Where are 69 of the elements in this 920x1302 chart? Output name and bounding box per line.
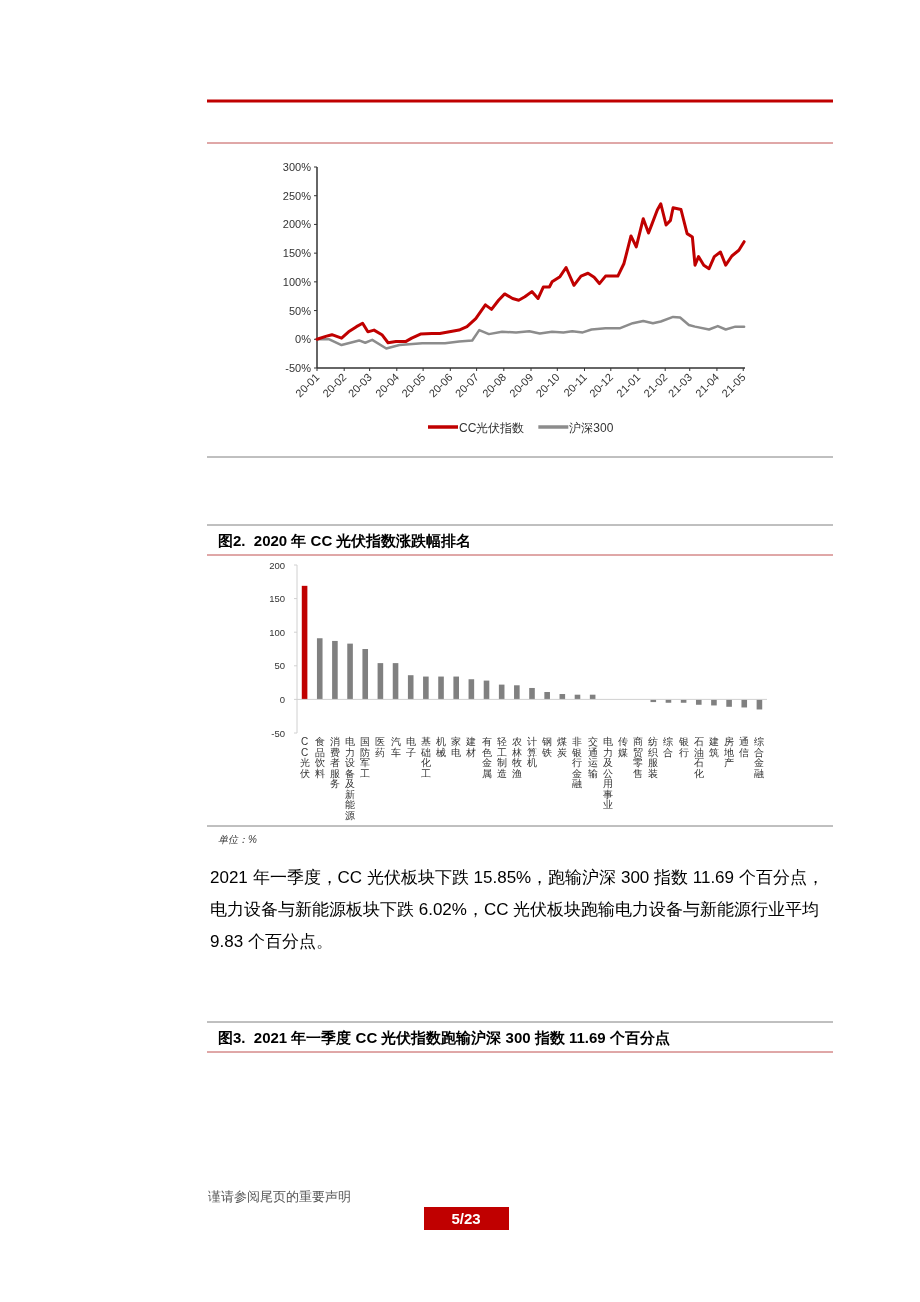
x-tick-label: 钢铁 bbox=[541, 736, 553, 758]
x-tick-label: CC光伏 bbox=[299, 736, 310, 779]
y-tick-label: 100% bbox=[282, 275, 312, 288]
bar bbox=[316, 638, 323, 700]
y-tick-label: 100 bbox=[269, 626, 285, 638]
x-tick-label: 轻工制造 bbox=[496, 736, 507, 779]
text: 谨请参阅尾页的重要声明 bbox=[208, 1189, 351, 1204]
bar bbox=[695, 699, 702, 705]
x-tick-label: 食品饮料 bbox=[313, 736, 325, 779]
x-tick-label: 石油石化 bbox=[693, 736, 704, 779]
bar bbox=[407, 675, 414, 700]
x-tick-label: 综合 bbox=[663, 736, 674, 758]
y-tick-label: 200 bbox=[269, 559, 285, 571]
y-tick-label: 200% bbox=[282, 218, 312, 231]
x-tick-label: 房地产 bbox=[723, 736, 735, 768]
x-tick-label: 建材 bbox=[465, 736, 477, 758]
y-tick-label: -50 bbox=[271, 727, 285, 739]
x-tick-label: 机械 bbox=[436, 736, 447, 758]
x-tick-label: 计算机 bbox=[527, 736, 537, 768]
line-series bbox=[315, 202, 746, 345]
bar bbox=[544, 692, 550, 700]
x-tick-label: 基础化工 bbox=[419, 736, 431, 779]
x-tick-label: 汽车 bbox=[390, 736, 401, 758]
x-tick-label: 电力及公用事业 bbox=[602, 736, 613, 810]
x-tick-label: 银行 bbox=[677, 736, 689, 758]
x-tick-label: 通信 bbox=[739, 736, 750, 758]
bar bbox=[741, 699, 748, 708]
x-tick-label: 综合金融 bbox=[754, 736, 765, 779]
x-tick-label: 电子 bbox=[405, 736, 416, 758]
y-tick-label: 150% bbox=[282, 247, 312, 260]
caption: 图3. 2021 年一季度 CC 光伏指数跑输沪深 300 指数 11.69 个百分点 bbox=[218, 1029, 670, 1046]
legend-label: 沪深300 bbox=[569, 421, 614, 435]
legend-label: CC光伏指数 bbox=[459, 421, 525, 435]
y-tick-label: 50 bbox=[274, 660, 285, 672]
chart-title: 图2. 2020 年 CC 光伏指数涨跌幅排名 bbox=[218, 532, 472, 549]
bar bbox=[362, 649, 369, 700]
x-tick-label: 农林牧渔 bbox=[510, 736, 522, 779]
bar bbox=[332, 640, 338, 700]
bar bbox=[726, 699, 732, 707]
x-tick-label: 电力设备及新能源 bbox=[345, 736, 356, 821]
x-tick-label: 煤炭 bbox=[557, 736, 568, 758]
x-tick-label: 建筑 bbox=[707, 736, 719, 758]
bar bbox=[423, 676, 429, 700]
text: 2021 年一季度，CC 光伏板块下跌 15.85%，跑输沪深 300 指数 11.69 个百分点，电力设备与新能源板块下跌 6.02%，CC 光伏板块跑输电力设备与新能源行业平均 9.83 个百分点。 bbox=[210, 867, 825, 953]
x-tick-label: 传媒 bbox=[617, 736, 628, 758]
x-tick-label: 纺织服装 bbox=[648, 736, 659, 779]
x-tick-label: 家电 bbox=[451, 736, 462, 758]
y-tick-label: 300% bbox=[282, 161, 312, 173]
x-tick-label: 有色金属 bbox=[481, 736, 492, 779]
y-tick-label: 0% bbox=[295, 333, 312, 346]
text: 单位：% bbox=[218, 834, 257, 845]
bar bbox=[453, 676, 459, 700]
bar bbox=[347, 643, 353, 700]
y-tick-label: 50% bbox=[288, 304, 312, 317]
x-tick-label: 国防军工 bbox=[360, 736, 371, 779]
x-tick-label: 消费者服务 bbox=[329, 736, 340, 789]
x-tick-label: 商贸零售 bbox=[633, 736, 644, 779]
y-tick-label: 150 bbox=[269, 593, 285, 605]
bar bbox=[529, 687, 535, 700]
bar bbox=[438, 676, 444, 700]
x-tick-label: 医药 bbox=[375, 736, 386, 758]
y-tick-label: 250% bbox=[282, 189, 312, 202]
text: 5/23 bbox=[451, 1210, 481, 1227]
bar bbox=[514, 685, 520, 700]
y-tick-label: 0 bbox=[279, 693, 285, 705]
x-tick-label: 非银行金融 bbox=[571, 736, 583, 789]
y-tick-label: -50% bbox=[285, 362, 312, 374]
line-series bbox=[315, 315, 746, 350]
x-tick-label: 交通运输 bbox=[587, 736, 598, 779]
